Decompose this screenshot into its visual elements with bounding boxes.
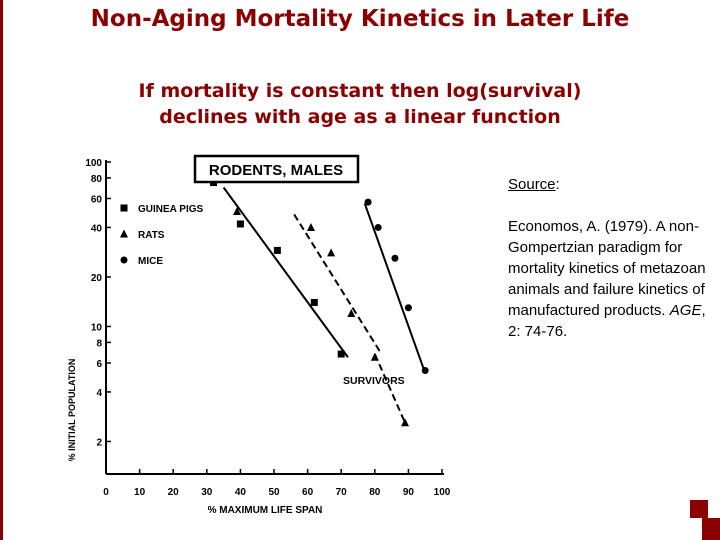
reference-text: Economos, A. (1979). A non-Gompertzian p… [508, 216, 718, 342]
rats-point [306, 222, 315, 231]
slide-subtitle: If mortality is constant then log(surviv… [60, 78, 660, 130]
left-accent-bar [0, 0, 3, 540]
reference-body: Economos, A. (1979). A non-Gompertzian p… [508, 218, 706, 319]
chart-title-box [193, 154, 360, 184]
y-tick-label: 20 [91, 273, 103, 284]
rats-point [370, 352, 379, 361]
mice-point [391, 254, 399, 262]
source-heading-colon: : [555, 176, 560, 193]
rats-point [347, 308, 356, 317]
legend-marker-mice [120, 256, 128, 264]
y-tick-label: 4 [96, 388, 102, 399]
x-tick-label: 50 [268, 487, 280, 498]
y-tick-label: 80 [91, 174, 103, 185]
guinea-pigs-point [236, 220, 244, 228]
x-axis-label: % MAXIMUM LIFE SPAN [208, 505, 323, 516]
slide-title: Non-Aging Mortality Kinetics in Later Li… [90, 6, 630, 32]
x-tick-label: 100 [434, 487, 451, 498]
trend-line [363, 203, 427, 374]
mice-point [374, 223, 382, 231]
x-tick-label: 70 [336, 487, 348, 498]
mice-point [404, 304, 412, 312]
mice-point [421, 366, 429, 374]
subtitle-line: If mortality is constant then log(surviv… [138, 80, 582, 102]
legend-label-guinea-pigs: GUINEA PIGS [138, 204, 204, 215]
x-tick-label: 80 [369, 487, 381, 498]
mice-point [364, 198, 372, 206]
x-tick-label: 0 [103, 487, 109, 498]
y-axis-label: % INITIAL POPULATION [67, 359, 77, 462]
legend: GUINEA PIGS RATS MICE [120, 204, 204, 267]
corner-decoration [690, 500, 708, 518]
reference-journal: AGE [669, 302, 702, 319]
guinea-pigs-point [273, 246, 281, 254]
legend-label-rats: RATS [138, 230, 165, 241]
y-tick-label: 2 [96, 437, 102, 448]
legend-marker-rats [120, 229, 128, 238]
legend-marker-guinea-pigs [120, 204, 128, 212]
legend-label-mice: MICE [138, 256, 163, 267]
survivors-annotation: SURVIVORS [343, 375, 405, 387]
trend-line [222, 186, 349, 358]
rats-point [401, 418, 410, 427]
y-tick-label: 6 [96, 359, 102, 370]
trend-lines [222, 186, 427, 424]
y-tick-label: 40 [91, 223, 103, 234]
x-tick-label: 40 [235, 487, 247, 498]
corner-decoration [702, 518, 720, 540]
chart-title: RODENTS, MALES [209, 162, 343, 179]
x-tick-label: 60 [302, 487, 314, 498]
source-heading-line: Source: [508, 174, 718, 195]
guinea-pigs-point [310, 298, 318, 306]
y-tick-label: 100 [85, 158, 102, 169]
reference-tail: , 2: 74-76. [508, 302, 706, 340]
rats-point [327, 248, 336, 257]
data-points [210, 179, 429, 427]
y-tick-label: 60 [91, 194, 103, 205]
guinea-pigs-point [337, 350, 345, 358]
source-heading: Source [508, 176, 556, 193]
x-tick-label: 30 [201, 487, 213, 498]
x-tick-label: 10 [134, 487, 146, 498]
subtitle-line: declines with age as a linear function [159, 106, 561, 128]
x-tick-label: 90 [403, 487, 415, 498]
y-tick-label: 8 [96, 338, 102, 349]
y-tick-label: 10 [91, 322, 103, 333]
trend-line [293, 213, 383, 355]
x-tick-label: 20 [168, 487, 180, 498]
trend-line [373, 353, 406, 424]
source-citation: Source: Economos, A. (1979). A non-Gompe… [508, 174, 718, 342]
rats-point [233, 207, 242, 216]
